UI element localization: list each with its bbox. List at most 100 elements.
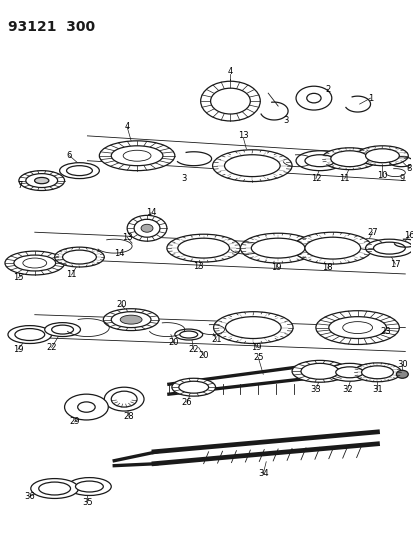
Ellipse shape	[200, 81, 260, 121]
Text: 13: 13	[193, 262, 204, 271]
Ellipse shape	[174, 329, 202, 340]
Text: 3: 3	[283, 117, 288, 125]
Ellipse shape	[5, 251, 64, 275]
Ellipse shape	[178, 381, 208, 393]
Ellipse shape	[103, 309, 159, 330]
Ellipse shape	[141, 224, 153, 232]
Text: 26: 26	[181, 398, 192, 407]
Text: 20: 20	[116, 300, 126, 309]
Text: 4: 4	[227, 67, 233, 76]
Text: 27: 27	[366, 228, 377, 237]
Ellipse shape	[240, 233, 315, 263]
Ellipse shape	[353, 363, 400, 382]
Ellipse shape	[292, 232, 372, 264]
Ellipse shape	[295, 151, 343, 171]
Ellipse shape	[55, 247, 104, 267]
Text: 23: 23	[379, 327, 390, 336]
Ellipse shape	[365, 149, 399, 163]
Ellipse shape	[39, 482, 70, 495]
Text: 30: 30	[396, 360, 407, 369]
Text: 17: 17	[389, 260, 400, 269]
Ellipse shape	[64, 394, 108, 420]
Ellipse shape	[365, 239, 412, 257]
Text: 93121  300: 93121 300	[8, 20, 95, 34]
Ellipse shape	[62, 250, 96, 264]
Ellipse shape	[14, 255, 55, 271]
Text: 36: 36	[24, 492, 35, 501]
Text: 10: 10	[376, 171, 387, 180]
Text: 11: 11	[339, 174, 349, 183]
Text: 13: 13	[121, 233, 132, 241]
Text: 1: 1	[367, 94, 372, 103]
Text: 4: 4	[124, 123, 129, 132]
Ellipse shape	[291, 360, 347, 382]
Text: 34: 34	[257, 469, 268, 478]
Text: 22: 22	[46, 343, 57, 352]
Ellipse shape	[212, 150, 291, 182]
Ellipse shape	[111, 146, 163, 166]
Ellipse shape	[127, 215, 166, 241]
Ellipse shape	[66, 166, 92, 175]
Text: 22: 22	[188, 345, 199, 354]
Text: 20: 20	[168, 338, 179, 347]
Text: 9: 9	[399, 174, 404, 183]
Text: 31: 31	[371, 385, 382, 394]
Ellipse shape	[373, 242, 404, 254]
Text: 11: 11	[66, 270, 76, 279]
Text: 13: 13	[237, 131, 248, 140]
Ellipse shape	[224, 155, 280, 176]
Ellipse shape	[179, 331, 197, 338]
Ellipse shape	[19, 171, 64, 190]
Ellipse shape	[8, 326, 52, 343]
Ellipse shape	[15, 328, 45, 341]
Ellipse shape	[251, 238, 304, 258]
Ellipse shape	[99, 141, 174, 171]
Ellipse shape	[134, 219, 159, 237]
Ellipse shape	[104, 387, 144, 411]
Text: 14: 14	[145, 208, 156, 217]
Ellipse shape	[178, 238, 229, 258]
Ellipse shape	[304, 237, 360, 259]
Text: 33: 33	[310, 385, 320, 394]
Ellipse shape	[111, 312, 151, 328]
Text: 7: 7	[17, 181, 22, 190]
Ellipse shape	[304, 155, 334, 167]
Ellipse shape	[361, 366, 392, 379]
Text: 19: 19	[250, 343, 261, 352]
Ellipse shape	[210, 88, 250, 114]
Ellipse shape	[45, 322, 80, 336]
Ellipse shape	[75, 481, 103, 492]
Ellipse shape	[330, 151, 368, 167]
Ellipse shape	[67, 478, 111, 496]
Ellipse shape	[120, 315, 142, 324]
Ellipse shape	[52, 325, 74, 334]
Text: 19: 19	[13, 345, 23, 354]
Ellipse shape	[315, 311, 399, 344]
Text: 8: 8	[406, 164, 411, 173]
Ellipse shape	[395, 370, 407, 378]
Ellipse shape	[328, 317, 385, 338]
Ellipse shape	[166, 234, 240, 262]
Ellipse shape	[213, 312, 292, 343]
Ellipse shape	[335, 367, 363, 378]
Ellipse shape	[327, 364, 370, 381]
Ellipse shape	[295, 86, 331, 110]
Text: 15: 15	[13, 273, 23, 282]
Ellipse shape	[306, 93, 320, 103]
Text: 21: 21	[211, 335, 221, 344]
Ellipse shape	[31, 479, 78, 498]
Ellipse shape	[356, 146, 407, 166]
Ellipse shape	[300, 364, 338, 379]
Text: 32: 32	[342, 385, 352, 394]
Text: 35: 35	[82, 498, 93, 507]
Text: 6: 6	[66, 151, 72, 160]
Ellipse shape	[59, 163, 99, 179]
Text: 14: 14	[114, 248, 124, 257]
Text: 18: 18	[322, 263, 332, 272]
Ellipse shape	[35, 177, 49, 184]
Ellipse shape	[111, 391, 137, 407]
Text: 28: 28	[123, 413, 134, 422]
Text: 29: 29	[69, 417, 80, 426]
Text: 3: 3	[180, 174, 186, 183]
Ellipse shape	[26, 174, 57, 188]
